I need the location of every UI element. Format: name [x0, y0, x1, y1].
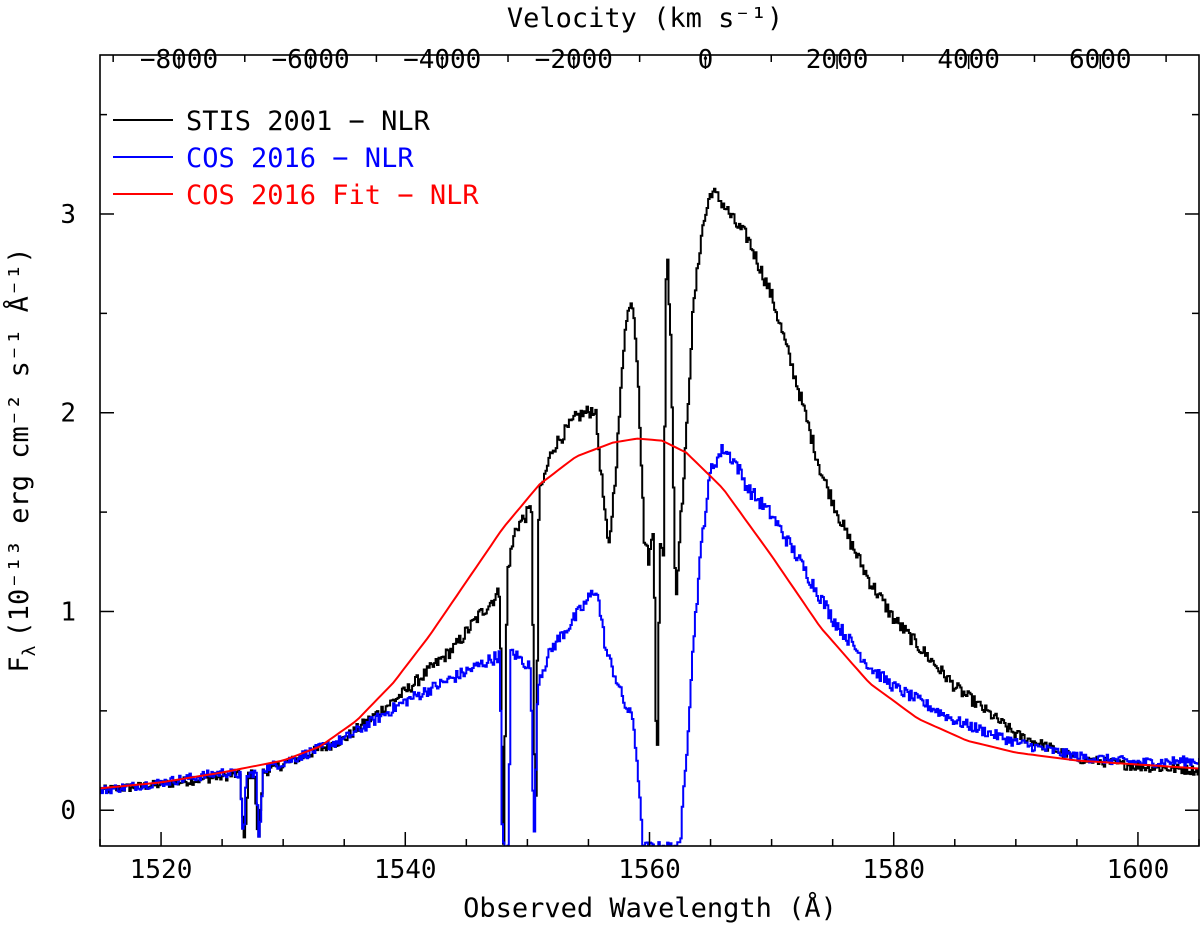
x-axis-title: Observed Wavelength (Å): [463, 892, 837, 924]
top-axis-title: Velocity (km s⁻¹): [507, 3, 783, 34]
x-tick-label: 1540: [374, 855, 437, 885]
y-tick-label: 1: [60, 597, 76, 627]
y-tick-label: 3: [60, 200, 76, 230]
y-axis-title-symbol: F: [4, 656, 35, 672]
x2-tick-label: −8000: [140, 45, 218, 75]
x-tick-label: 1560: [618, 855, 681, 885]
x-tick-label: 1600: [1107, 855, 1170, 885]
legend-label-cos: COS 2016 − NLR: [186, 143, 414, 174]
series-line-cos-2016: [100, 444, 1199, 846]
legend-label-stis: STIS 2001 − NLR: [186, 106, 431, 137]
series-layer: [100, 187, 1199, 846]
x2-tick-label: 4000: [937, 45, 1000, 75]
x2-tick-label: 0: [698, 45, 714, 75]
legend-label-fit: COS 2016 Fit − NLR: [186, 180, 479, 211]
y-tick-label: 2: [60, 399, 76, 429]
y-tick-label: 0: [60, 796, 76, 826]
x2-tick-label: −4000: [403, 45, 481, 75]
y-axis-title-units: (10⁻¹³ erg cm⁻² s⁻¹ Å⁻¹): [3, 247, 35, 637]
x2-tick-label: 2000: [806, 45, 869, 75]
x-tick-label: 1580: [862, 855, 925, 885]
x2-tick-label: −2000: [535, 45, 613, 75]
x-tick-label: 1520: [130, 855, 193, 885]
tick-layer: 1520 1540 1560 1580 1600 −8000 −6000 −4000 −2000…: [60, 45, 1200, 885]
y-axis-title-subscript: λ: [19, 645, 40, 656]
series-line-cos-2016-fit: [100, 437, 1199, 790]
x2-tick-label: 6000: [1069, 45, 1132, 75]
y-axis-title: Fλ (10⁻¹³ erg cm⁻² s⁻¹ Å⁻¹): [3, 247, 40, 672]
x2-tick-label: −6000: [271, 45, 349, 75]
legend: STIS 2001 − NLR COS 2016 − NLR COS 2016 …: [113, 106, 479, 211]
